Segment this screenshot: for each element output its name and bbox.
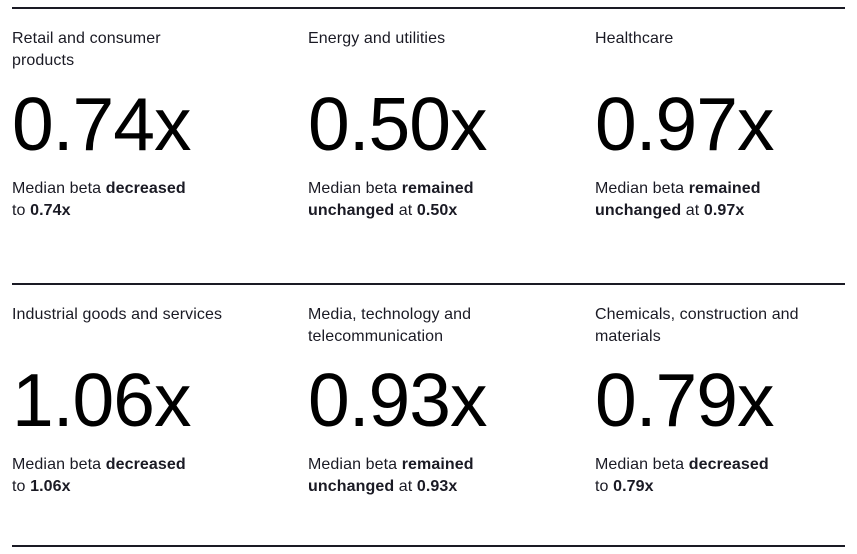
card-media-tech-telecom: Media, technology and telecommunication … [296, 285, 583, 545]
sector-title: Chemicals, construction and materials [595, 306, 799, 345]
caption-emphasis: 0.97x [703, 202, 745, 219]
caption-text: to [595, 478, 614, 495]
divider-top [12, 7, 845, 9]
caption-text: at [394, 202, 417, 219]
caption-emphasis: 0.93x [416, 478, 458, 495]
caption-emphasis: decreased [105, 456, 186, 473]
caption-emphasis: decreased [688, 456, 769, 473]
beta-change-caption: Median beta remained unchanged at 0.50x [308, 178, 538, 222]
beta-value: 0.97x [595, 82, 774, 166]
caption-emphasis: unchanged [308, 202, 395, 219]
caption-text: at [681, 202, 704, 219]
beta-value: 0.93x [308, 358, 487, 442]
beta-value: 0.74x [12, 82, 191, 166]
caption-emphasis: remained [401, 456, 474, 473]
caption-emphasis: 1.06x [30, 478, 71, 495]
beta-value: 0.79x [595, 358, 774, 442]
caption-text: Median beta [595, 456, 689, 473]
beta-value: 1.06x [12, 358, 191, 442]
beta-change-caption: Median beta decreased to 1.06x [12, 454, 242, 498]
caption-text: Median beta [12, 180, 106, 197]
beta-change-caption: Median beta decreased to 0.74x [12, 178, 242, 222]
beta-change-caption: Median beta remained unchanged at 0.93x [308, 454, 538, 498]
caption-emphasis: 0.50x [416, 202, 458, 219]
card-chemicals-construction-materials: Chemicals, construction and materials 0.… [583, 285, 857, 545]
caption-emphasis: remained [688, 180, 761, 197]
caption-text: to [12, 202, 31, 219]
card-row-top: Retail and consumer products 0.74x Media… [0, 9, 857, 283]
caption-emphasis: unchanged [595, 202, 682, 219]
card-energy-utilities: Energy and utilities 0.50x Median beta r… [296, 9, 583, 283]
card-industrial-goods-services: Industrial goods and services 1.06x Medi… [0, 285, 296, 545]
card-healthcare: Healthcare 0.97x Median beta remained unc… [583, 9, 857, 283]
sector-title: Media, technology and telecommunication [308, 306, 472, 345]
sector-title: Retail and consumer products [12, 30, 161, 69]
caption-emphasis: unchanged [308, 478, 395, 495]
caption-text: Median beta [595, 180, 689, 197]
caption-text: Median beta [308, 456, 402, 473]
beta-change-caption: Median beta remained unchanged at 0.97x [595, 178, 825, 222]
caption-emphasis: decreased [105, 180, 186, 197]
sector-title: Energy and utilities [308, 30, 446, 47]
caption-text: Median beta [12, 456, 106, 473]
caption-emphasis: remained [401, 180, 474, 197]
sector-title: Industrial goods and services [12, 306, 223, 323]
caption-text: at [394, 478, 417, 495]
card-retail-consumer-products: Retail and consumer products 0.74x Media… [0, 9, 296, 283]
beta-change-caption: Median beta decreased to 0.79x [595, 454, 825, 498]
card-row-bottom: Industrial goods and services 1.06x Medi… [0, 285, 857, 545]
caption-text: to [12, 478, 31, 495]
caption-text: Median beta [308, 180, 402, 197]
beta-value: 0.50x [308, 82, 487, 166]
divider-bottom [12, 545, 845, 547]
sector-title: Healthcare [595, 30, 674, 47]
caption-emphasis: 0.74x [30, 202, 71, 219]
divider-middle [12, 283, 845, 285]
caption-emphasis: 0.79x [613, 478, 654, 495]
